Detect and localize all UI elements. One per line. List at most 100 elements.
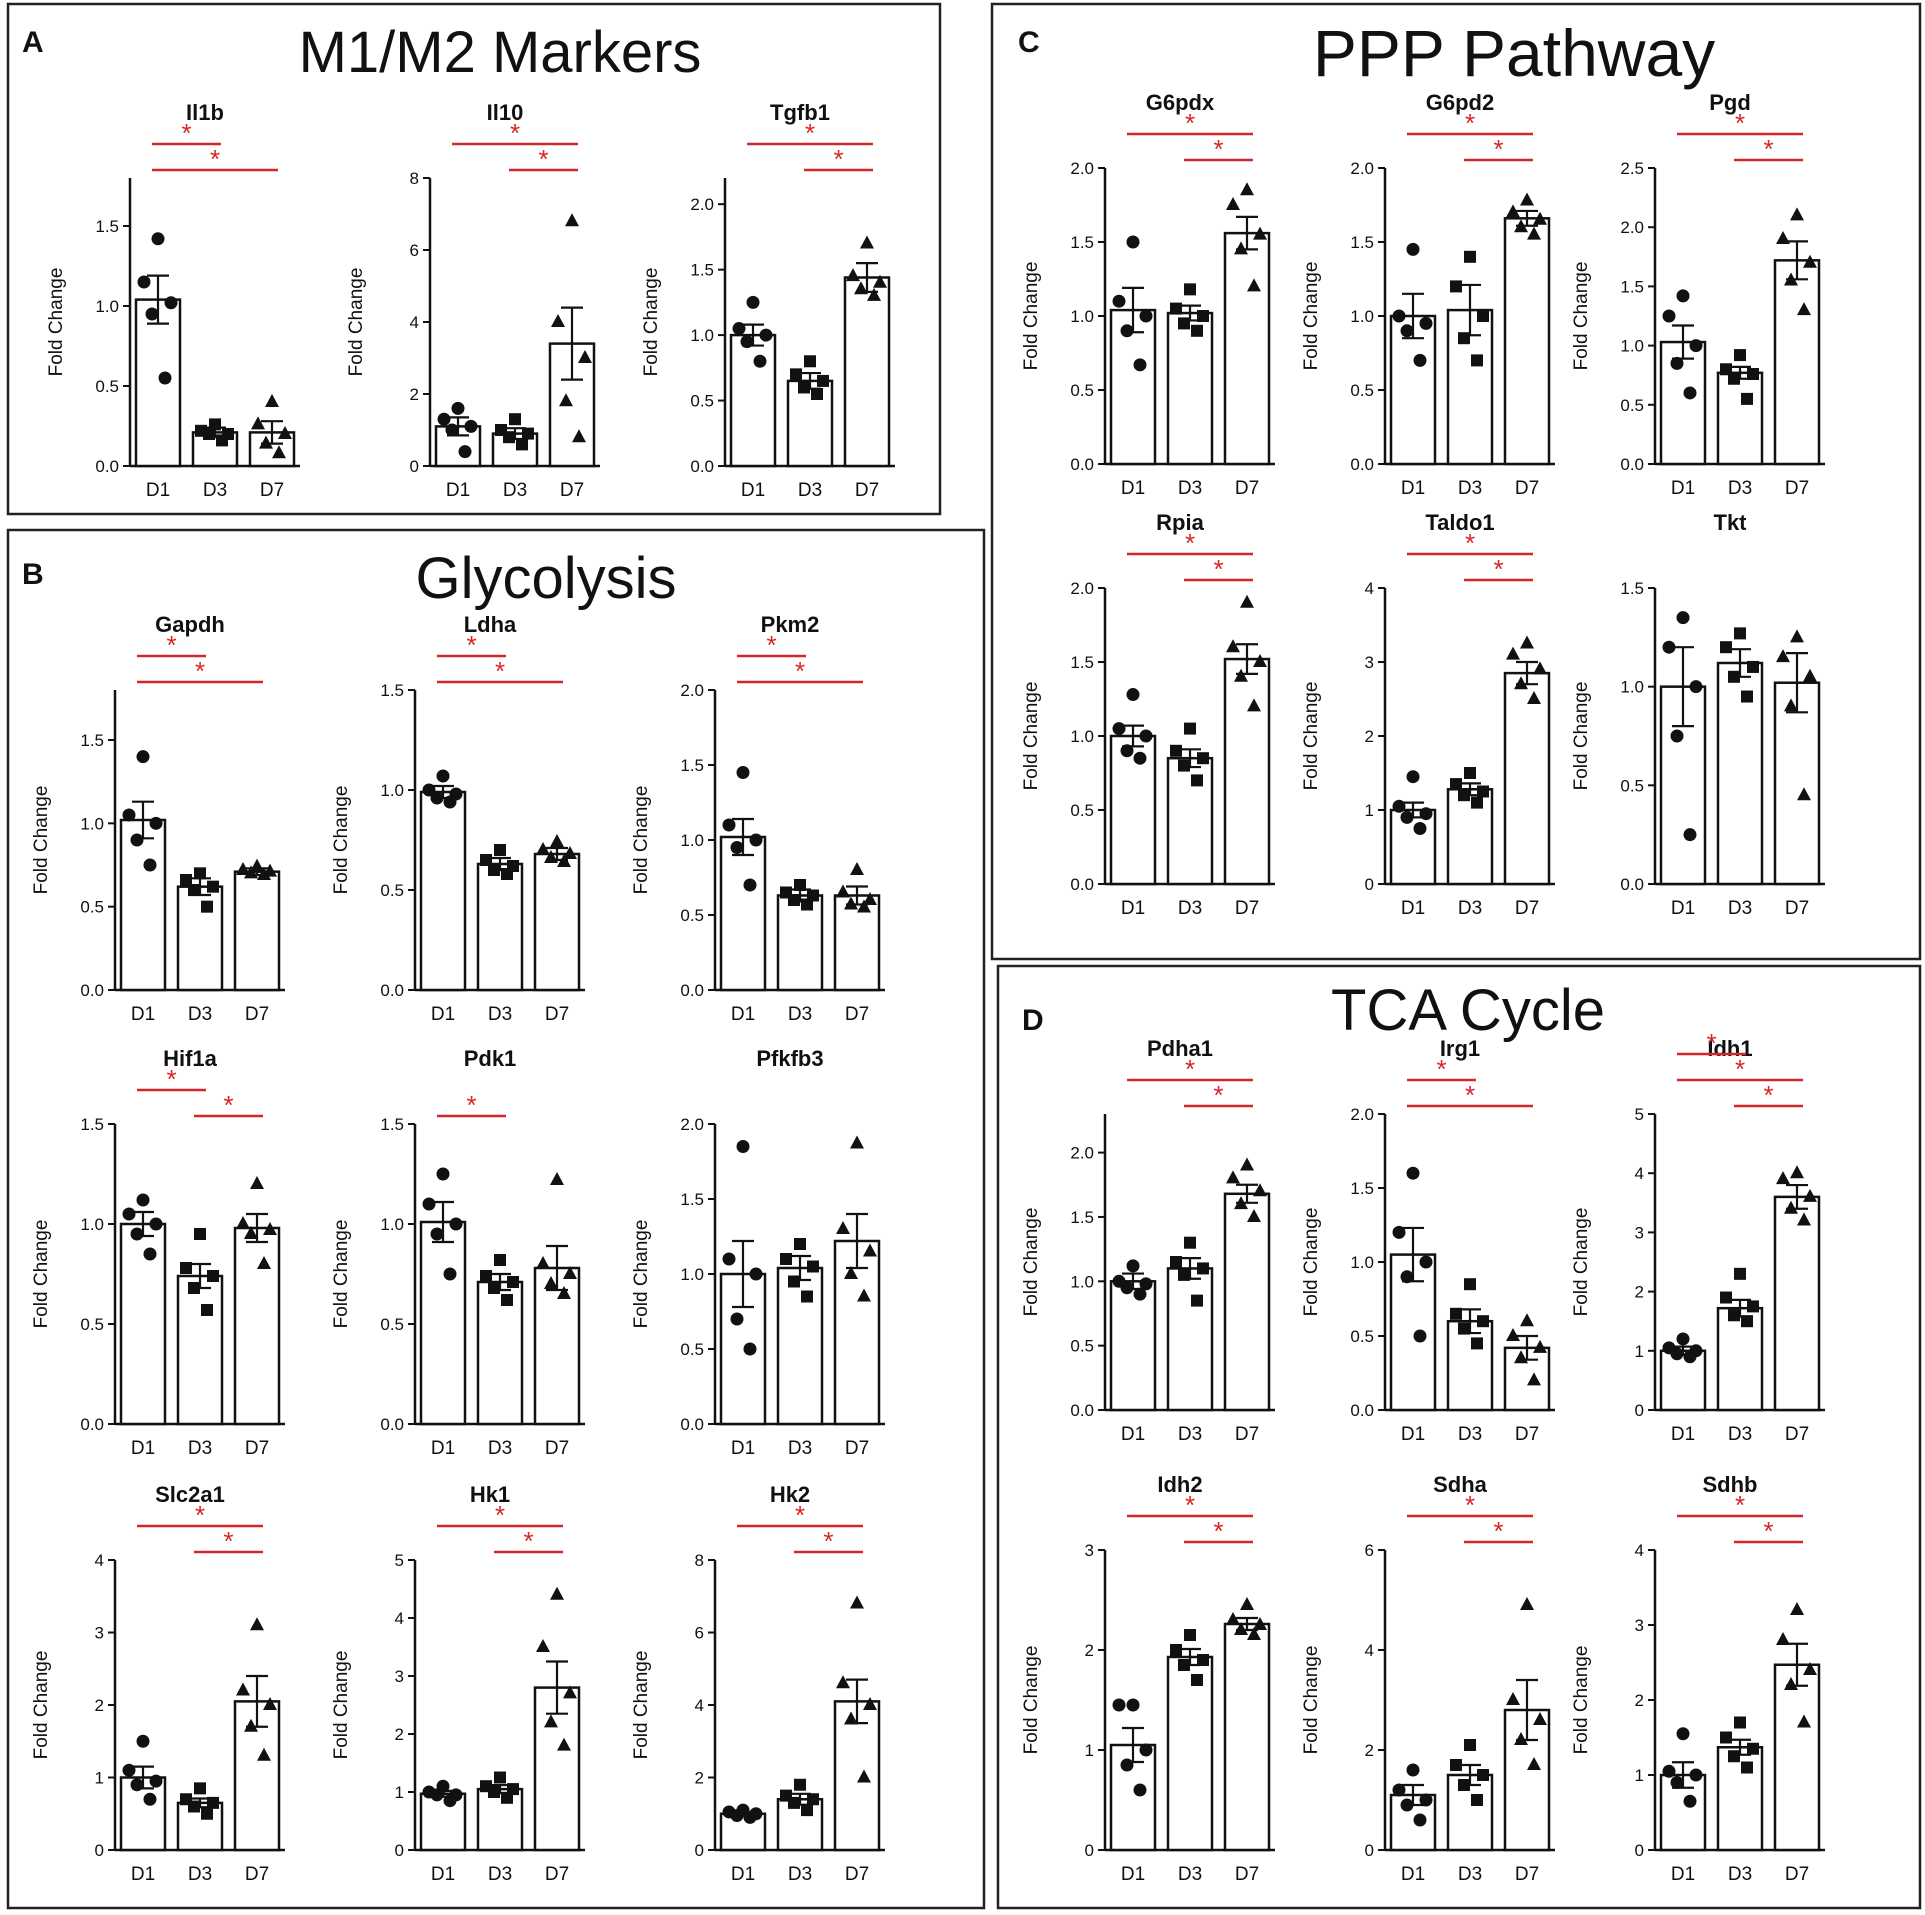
data-point (501, 1791, 513, 1804)
data-point (563, 1266, 577, 1279)
significance-star: * (166, 1064, 176, 1094)
significance-star: * (823, 1526, 833, 1556)
chart-irg1: Irg1 0.0 0.5 1.0 1.5 2.0 Fold Change D1 D3 D7 * * (1301, 1036, 1555, 1445)
y-axis-label: Fold Change (631, 786, 652, 895)
data-point (1477, 1315, 1489, 1328)
significance-star: * (1763, 1080, 1773, 1110)
data-point (149, 1774, 163, 1788)
significance-star: * (210, 144, 220, 174)
y-tick-label: 0.0 (1350, 455, 1374, 474)
data-point (1471, 1337, 1483, 1350)
bar-d1 (419, 790, 467, 992)
data-point (188, 1800, 200, 1813)
bar-d7 (1223, 231, 1271, 466)
data-point (1776, 231, 1790, 245)
data-point (1112, 722, 1126, 736)
data-point (1477, 1769, 1489, 1781)
bar-d3 (776, 1266, 824, 1426)
data-point (1178, 759, 1190, 772)
data-point (130, 833, 144, 847)
x-tick-label: D1 (731, 1004, 755, 1025)
data-point (788, 1275, 800, 1288)
data-point (850, 1595, 864, 1609)
data-point (1133, 751, 1147, 765)
x-tick-label: D7 (545, 1004, 569, 1025)
data-point (516, 438, 528, 451)
data-point (1400, 810, 1414, 824)
chart-tkt: Tkt 0.0 0.5 1.0 1.5 Fold Change D1 D3 D7 (1571, 510, 1825, 919)
data-point (1178, 1659, 1190, 1671)
y-tick-label: 1.5 (1070, 653, 1094, 672)
data-point (572, 429, 586, 443)
y-tick-label: 2 (395, 1725, 404, 1744)
data-point (1400, 324, 1414, 338)
panel-c-frame (990, 2, 1922, 961)
significance-star: * (1213, 1516, 1223, 1546)
data-point (1670, 729, 1684, 743)
data-point (536, 1256, 550, 1269)
x-tick-label: D1 (431, 1438, 455, 1459)
y-tick-label: 1.5 (80, 1115, 104, 1134)
chart-title: Idh2 (1157, 1472, 1202, 1497)
x-tick-label: D7 (1235, 898, 1259, 919)
bar-d3 (1716, 661, 1764, 886)
panel-b-title: Glycolysis (415, 546, 676, 611)
data-point (130, 1227, 144, 1241)
y-tick-label: 0.0 (690, 457, 714, 476)
data-point (1734, 349, 1746, 362)
bar-d3 (1716, 371, 1764, 466)
data-point (203, 428, 215, 440)
data-point (798, 381, 810, 394)
y-tick-label: 1.0 (1070, 1272, 1094, 1291)
data-point (207, 1270, 219, 1282)
data-point (801, 898, 813, 911)
y-tick-label: 0.0 (1620, 875, 1644, 894)
chart-title: Ldha (464, 612, 517, 637)
y-tick-label: 0.5 (1350, 1327, 1374, 1346)
y-tick-label: 2 (1085, 1641, 1094, 1660)
data-point (1191, 774, 1203, 787)
chart-title: Hk2 (770, 1482, 810, 1507)
data-point (1520, 635, 1534, 649)
data-point (1419, 316, 1433, 330)
data-point (1112, 1698, 1126, 1712)
y-tick-label: 0.0 (80, 1415, 104, 1434)
y-tick-label: 2.0 (680, 681, 704, 700)
significance-star: * (495, 1500, 505, 1530)
data-point (1797, 302, 1811, 316)
y-tick-label: 0.5 (680, 906, 704, 925)
data-point (201, 900, 213, 913)
data-point (1126, 235, 1140, 249)
data-point (259, 435, 273, 449)
data-point (136, 750, 150, 764)
data-point (1520, 1313, 1534, 1327)
y-tick-label: 0.0 (1620, 455, 1644, 474)
data-point (1226, 197, 1240, 210)
x-tick-label: D3 (1728, 478, 1752, 499)
data-point (1776, 649, 1790, 663)
bar-d7 (533, 852, 581, 992)
data-point (736, 766, 750, 779)
chart-title: Pdk1 (464, 1046, 517, 1071)
data-point (1191, 1674, 1203, 1686)
data-point (503, 431, 515, 444)
data-point (1458, 1322, 1470, 1335)
data-point (250, 1176, 264, 1189)
data-point (1184, 722, 1196, 735)
y-axis-label: Fold Change (1021, 1646, 1042, 1755)
x-tick-label: D7 (845, 1004, 869, 1025)
data-point (1471, 1794, 1483, 1806)
data-point (1226, 639, 1240, 653)
data-point (1458, 1779, 1470, 1791)
data-point (730, 841, 744, 854)
data-point (1506, 1692, 1520, 1705)
data-point (143, 858, 157, 872)
data-point (860, 235, 874, 249)
y-tick-label: 2.0 (1350, 159, 1374, 178)
data-point (1477, 310, 1489, 322)
data-point (544, 1714, 558, 1728)
data-point (1240, 1157, 1254, 1171)
data-point (1520, 192, 1534, 206)
data-point (740, 335, 754, 349)
data-point (732, 322, 746, 336)
